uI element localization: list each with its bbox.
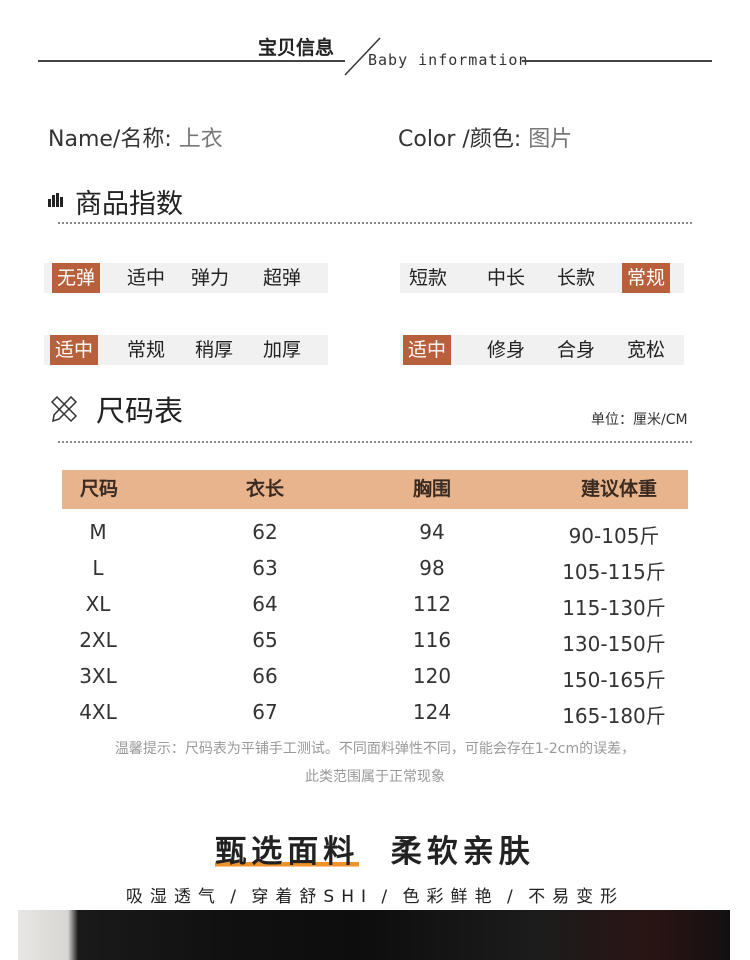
table-cell: XL xyxy=(85,592,111,616)
table-cell: 130-150斤 xyxy=(562,632,666,656)
column-header: 尺码 xyxy=(79,478,119,500)
option: 合身 xyxy=(557,339,596,361)
table-cell: 98 xyxy=(419,556,445,580)
table-cell: 115-130斤 xyxy=(562,596,666,620)
name-label: Name/名称: xyxy=(48,127,172,152)
header-line-right xyxy=(522,60,712,62)
header-title-cn: 宝贝信息 xyxy=(258,37,335,59)
option: 弹力 xyxy=(191,267,230,289)
column-header: 衣长 xyxy=(245,478,285,500)
fabric-title-a: 甄选面料 xyxy=(215,834,360,870)
name-value: 上衣 xyxy=(178,127,223,152)
option: 宽松 xyxy=(627,339,666,361)
table-cell: 94 xyxy=(419,520,445,544)
divider xyxy=(58,222,692,224)
table-cell: 116 xyxy=(412,628,452,652)
table-cell: L xyxy=(92,556,104,580)
color-value: 图片 xyxy=(528,127,573,152)
fabric-title: 甄选面料 柔软亲肤 xyxy=(0,826,750,871)
product-color: Color /颜色: 图片 xyxy=(398,121,572,153)
option: 常规 xyxy=(622,263,671,293)
elasticity-group: 无弹 适中 弹力 超弹 xyxy=(44,263,328,293)
length-group: 短款 中长 长款 常规 xyxy=(400,263,684,293)
size-note-2: 此类范围属于正常现象 xyxy=(305,769,445,785)
bar-chart-icon xyxy=(48,193,64,207)
table-cell: 150-165斤 xyxy=(562,668,666,692)
option: 适中 xyxy=(50,335,99,365)
header-title-en: Baby information xyxy=(368,51,529,69)
option: 适中 xyxy=(127,267,166,289)
table-cell: 124 xyxy=(412,700,452,724)
table-cell: 66 xyxy=(252,664,278,688)
table-cell: 64 xyxy=(252,592,278,616)
option: 无弹 xyxy=(52,263,101,293)
fabric-photo xyxy=(18,910,730,960)
table-cell: 90-105斤 xyxy=(568,524,660,548)
table-cell: 65 xyxy=(252,628,278,652)
table-cell: 120 xyxy=(412,664,452,688)
table-cell: 3XL xyxy=(79,664,117,688)
table-cell: 63 xyxy=(252,556,278,580)
option: 稍厚 xyxy=(195,339,234,361)
option: 超弹 xyxy=(263,267,302,289)
header-line-left xyxy=(38,60,345,62)
option: 加厚 xyxy=(263,339,302,361)
option: 长款 xyxy=(557,267,596,289)
product-name: Name/名称: 上衣 xyxy=(48,121,223,153)
fabric-subtitle: 吸湿透气 / 穿着舒SHI / 色彩鲜艳 / 不易变形 xyxy=(125,887,625,907)
table-cell: 105-115斤 xyxy=(562,560,666,584)
table-cell: 4XL xyxy=(79,700,117,724)
color-label: Color /颜色: xyxy=(398,127,522,152)
unit-label: 单位：厘米/CM xyxy=(591,412,688,428)
size-title: 尺码表 xyxy=(96,394,184,428)
option: 适中 xyxy=(403,335,452,365)
table-cell: M xyxy=(89,520,107,544)
column-header: 胸围 xyxy=(412,478,452,500)
header-slash xyxy=(344,37,381,76)
thickness-group: 适中 常规 稍厚 加厚 xyxy=(44,335,328,365)
option: 修身 xyxy=(487,339,526,361)
fit-group: 适中 修身 合身 宽松 xyxy=(400,335,684,365)
column-header: 建议体重 xyxy=(580,478,658,500)
table-cell: 2XL xyxy=(79,628,117,652)
size-table-header: 尺码 衣长 胸围 建议体重 xyxy=(62,470,688,509)
divider xyxy=(58,441,692,443)
option: 中长 xyxy=(487,267,526,289)
table-cell: 112 xyxy=(412,592,452,616)
size-note: 温馨提示：尺码表为平铺手工测试。不同面料弹性不同，可能会存在1-2cm的误差， xyxy=(114,741,636,757)
table-cell: 165-180斤 xyxy=(562,704,666,728)
index-title: 商品指数 xyxy=(75,189,183,220)
ruler-pencil-icon xyxy=(50,395,78,423)
table-cell: 67 xyxy=(252,700,278,724)
fabric-title-b: 柔软亲肤 xyxy=(390,834,535,870)
option: 短款 xyxy=(409,267,448,289)
option: 常规 xyxy=(127,339,166,361)
table-cell: 62 xyxy=(252,520,278,544)
